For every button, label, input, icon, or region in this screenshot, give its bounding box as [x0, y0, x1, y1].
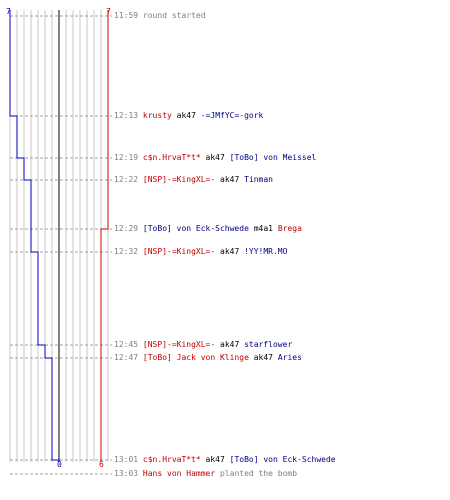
event-text: [NSP]-=KingXL=- [142, 340, 216, 349]
event-row: 13:01 c$n.HrvaT*t* ak47 [ToBo] von Eck-S… [114, 455, 336, 465]
red-start-count: 7 [106, 7, 111, 16]
event-time: 11:59 [114, 11, 139, 20]
event-time: 12:29 [114, 224, 139, 233]
event-text: Brega [277, 224, 302, 233]
event-text: krusty [142, 111, 172, 120]
event-text: Tinman [244, 175, 273, 184]
event-text: planted the bomb [220, 469, 298, 478]
event-row: 12:19 c$n.HrvaT*t* ak47 [ToBo] von Meiss… [114, 153, 316, 163]
event-text: starflower [244, 340, 293, 349]
event-text: !YY!MR.MO [244, 247, 288, 256]
event-text: ak47 [253, 353, 273, 362]
blue-start-count: 7 [6, 7, 11, 16]
red-team-line [100, 10, 109, 462]
event-text: [NSP]-=KingXL=- [142, 247, 216, 256]
event-text: ak47 [176, 111, 196, 120]
event-dash-lines [10, 15, 112, 475]
event-text: ak47 [220, 340, 240, 349]
event-row: 12:45 [NSP]-=KingXL=- ak47 starflower [114, 340, 292, 350]
event-time: 12:19 [114, 153, 139, 162]
blue-end-count: 0 [57, 460, 62, 469]
event-text: ak47 [220, 175, 240, 184]
event-text: ak47 [205, 153, 225, 162]
event-text: round started [142, 11, 206, 20]
event-text: [ToBo] Jack von Klinge [142, 353, 249, 362]
event-text: m4a1 [253, 224, 273, 233]
event-row: 12:47 [ToBo] Jack von Klinge ak47 Aries [114, 353, 302, 363]
event-time: 12:32 [114, 247, 139, 256]
event-text: ak47 [220, 247, 240, 256]
blue-team-line [9, 10, 60, 462]
event-row: 12:13 krusty ak47 -=JMfYC=-gork [114, 111, 263, 121]
event-text: ak47 [205, 455, 225, 464]
event-time: 12:22 [114, 175, 139, 184]
event-text: c$n.HrvaT*t* [142, 153, 201, 162]
event-time: 12:13 [114, 111, 139, 120]
event-time: 12:47 [114, 353, 139, 362]
event-text: Aries [277, 353, 302, 362]
event-text: c$n.HrvaT*t* [142, 455, 201, 464]
event-time: 12:45 [114, 340, 139, 349]
event-text: [NSP]-=KingXL=- [142, 175, 216, 184]
grid-lines [9, 10, 109, 462]
event-row: 13:03 Hans von Hammer planted the bomb [114, 469, 297, 479]
event-time: 13:01 [114, 455, 139, 464]
red-end-count: 6 [99, 460, 104, 469]
event-row: 12:32 [NSP]-=KingXL=- ak47 !YY!MR.MO [114, 247, 287, 257]
event-text: [ToBo] von Eck-Schwede [229, 455, 336, 464]
event-row: 12:29 [ToBo] von Eck-Schwede m4a1 Brega [114, 224, 302, 234]
event-row: 11:59 round started [114, 11, 206, 21]
event-row: 12:22 [NSP]-=KingXL=- ak47 Tinman [114, 175, 273, 185]
event-time: 13:03 [114, 469, 139, 478]
event-text: -=JMfYC=-gork [200, 111, 264, 120]
event-text: [ToBo] von Meissel [229, 153, 317, 162]
event-text: [ToBo] von Eck-Schwede [142, 224, 249, 233]
event-text: Hans von Hammer [142, 469, 216, 478]
